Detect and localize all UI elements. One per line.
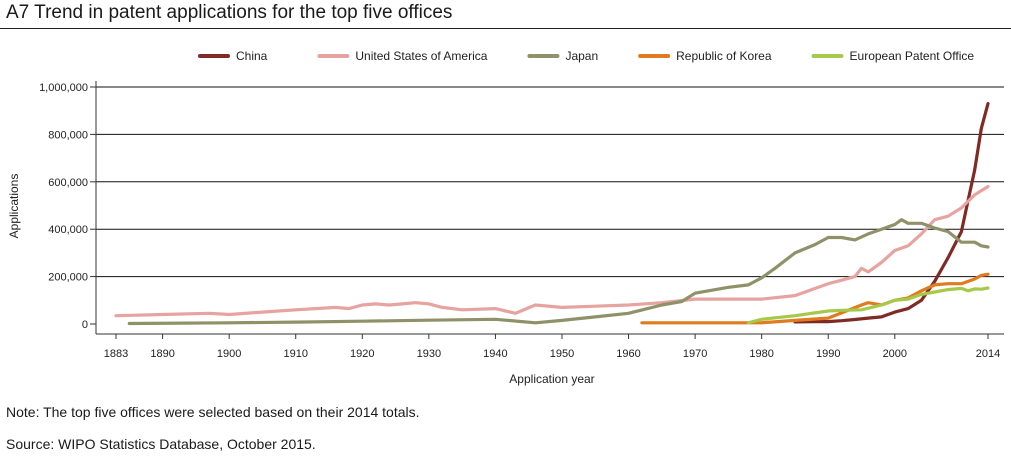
legend-label: China [236, 49, 268, 63]
x-tick-label: 1890 [150, 348, 174, 360]
series-line-china [793, 101, 990, 324]
y-tick-label: 800,000 [48, 129, 88, 141]
x-axis-title: Application year [509, 372, 594, 386]
x-tick-label: 1883 [104, 348, 128, 360]
x-tick-label: 1970 [683, 348, 707, 360]
x-tick-label: 1900 [217, 348, 241, 360]
y-axis-title: Applications [7, 174, 21, 239]
y-tick-label: 0 [82, 319, 88, 331]
chart-source: Source: WIPO Statistics Database, Octobe… [6, 436, 316, 452]
series-line-japan [127, 218, 990, 326]
series-lines [114, 101, 990, 326]
x-tick-label: 2000 [883, 348, 907, 360]
x-tick-label: 1920 [350, 348, 374, 360]
gridlines [96, 86, 1004, 278]
x-tick-label: 1990 [816, 348, 840, 360]
x-tick-label: 1910 [283, 348, 307, 360]
axis-labels: 0 200,000 400,000 600,000 800,000 1,000,000 18… [7, 82, 1000, 386]
chart-note: Note: The top five offices were selected… [6, 404, 420, 420]
y-tick-label: 200,000 [48, 272, 88, 284]
x-tick-label: 1940 [483, 348, 507, 360]
legend-label: United States of America [355, 49, 487, 63]
legend-label: Japan [565, 49, 598, 63]
legend-label: Republic of Korea [676, 49, 772, 63]
x-tick-label: 1980 [749, 348, 773, 360]
legend-label: European Patent Office [850, 49, 975, 63]
title-divider [0, 28, 1011, 29]
chart-legend: China United States of America Japan Republ… [198, 49, 975, 63]
x-tick-label: 1960 [616, 348, 640, 360]
series-line-european-patent-office [746, 286, 990, 325]
axes [90, 81, 1004, 339]
chart-title: A7 Trend in patent applications for the … [6, 2, 453, 23]
y-tick-label: 1,000,000 [39, 82, 88, 94]
y-tick-label: 600,000 [48, 177, 88, 189]
x-tick-label: 1930 [417, 348, 441, 360]
x-tick-label: 2014 [976, 348, 1000, 360]
y-tick-label: 400,000 [48, 224, 88, 236]
series-line-united-states-of-america [114, 184, 990, 318]
line-chart: China United States of America Japan Republ… [7, 49, 1004, 386]
x-tick-label: 1950 [550, 348, 574, 360]
